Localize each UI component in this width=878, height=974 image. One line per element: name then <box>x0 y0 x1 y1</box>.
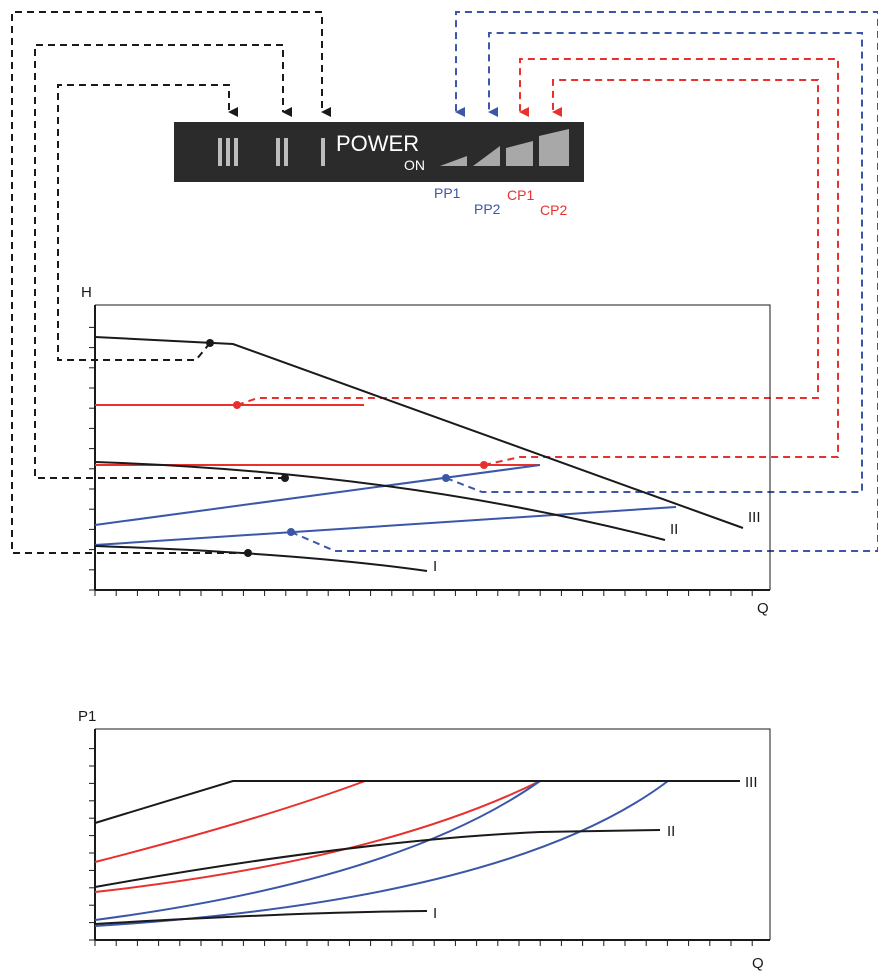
head-chart-y-label: H <box>81 284 92 301</box>
power-curve-pp1 <box>94 780 669 927</box>
mode-label-pp1: PP1 <box>434 185 461 201</box>
mode-label-cp1: CP1 <box>507 187 534 203</box>
head-curve-pp2 <box>94 464 541 526</box>
duty-point-pp2 <box>442 474 450 482</box>
power-curve-cp2 <box>94 780 366 863</box>
connector-cp2 <box>236 79 819 406</box>
speed-1-indicator[interactable] <box>321 138 325 166</box>
connector-speed-2 <box>34 44 292 479</box>
duty-point-cp2 <box>233 401 241 409</box>
power-chart-y-ticks <box>89 748 95 941</box>
mode-label-pp2: PP2 <box>474 201 501 217</box>
duty-point-speed-2 <box>281 474 289 482</box>
head-curve-speed-2 <box>94 461 666 541</box>
speed-3-indicator[interactable] <box>218 138 238 166</box>
mode-cp2-bar[interactable] <box>539 129 569 166</box>
power-curve-speed-2 <box>94 829 661 888</box>
duty-point-speed-1 <box>244 549 252 557</box>
power-curve-speed-1 <box>94 910 428 925</box>
speed-2-indicator[interactable] <box>276 138 288 166</box>
duty-point-pp1 <box>287 528 295 536</box>
head-curve-label-speed-3: III <box>748 509 761 526</box>
power-curve-label-speed-1: I <box>433 905 437 922</box>
mode-label-cp2: CP2 <box>540 202 567 218</box>
power-chart-frame <box>95 728 771 940</box>
power-chart-x-ticks <box>94 940 753 946</box>
head-chart-frame <box>95 304 771 590</box>
connector-cp1 <box>483 58 839 466</box>
head-curve-pp1 <box>94 506 677 546</box>
duty-point-cp1 <box>480 461 488 469</box>
head-curve-label-speed-1: I <box>433 558 437 575</box>
power-chart-x-label: Q <box>752 955 764 972</box>
head-chart-x-label: Q <box>757 600 769 617</box>
mode-connectors <box>11 11 878 554</box>
control-panel: POWER ON <box>174 122 584 182</box>
power-curve-pp2 <box>94 780 541 921</box>
power-label: POWER <box>336 131 419 156</box>
head-curve-speed-3 <box>94 336 744 529</box>
connector-speed-3 <box>57 84 238 361</box>
power-curve-label-speed-2: II <box>667 823 675 840</box>
power-chart-y-label: P1 <box>78 708 96 725</box>
head-chart-x-ticks <box>94 590 753 596</box>
mode-pp1-bar[interactable] <box>440 156 467 166</box>
power-chart: P1 Q III II I <box>78 708 771 972</box>
head-curve-label-speed-2: II <box>670 521 678 538</box>
connector-speed-1 <box>11 11 331 554</box>
power-curve-speed-3 <box>94 780 740 824</box>
head-curve-speed-1 <box>94 545 428 572</box>
head-chart-y-ticks <box>89 326 95 591</box>
head-chart: H Q III II I <box>81 284 771 617</box>
connector-pp2 <box>445 32 863 493</box>
connector-pp1 <box>290 11 878 552</box>
power-curve-label-speed-3: III <box>745 774 758 791</box>
on-label: ON <box>404 157 425 173</box>
mode-cp1-bar[interactable] <box>506 141 533 166</box>
duty-point-speed-3 <box>206 339 214 347</box>
mode-pp2-bar[interactable] <box>473 146 500 166</box>
